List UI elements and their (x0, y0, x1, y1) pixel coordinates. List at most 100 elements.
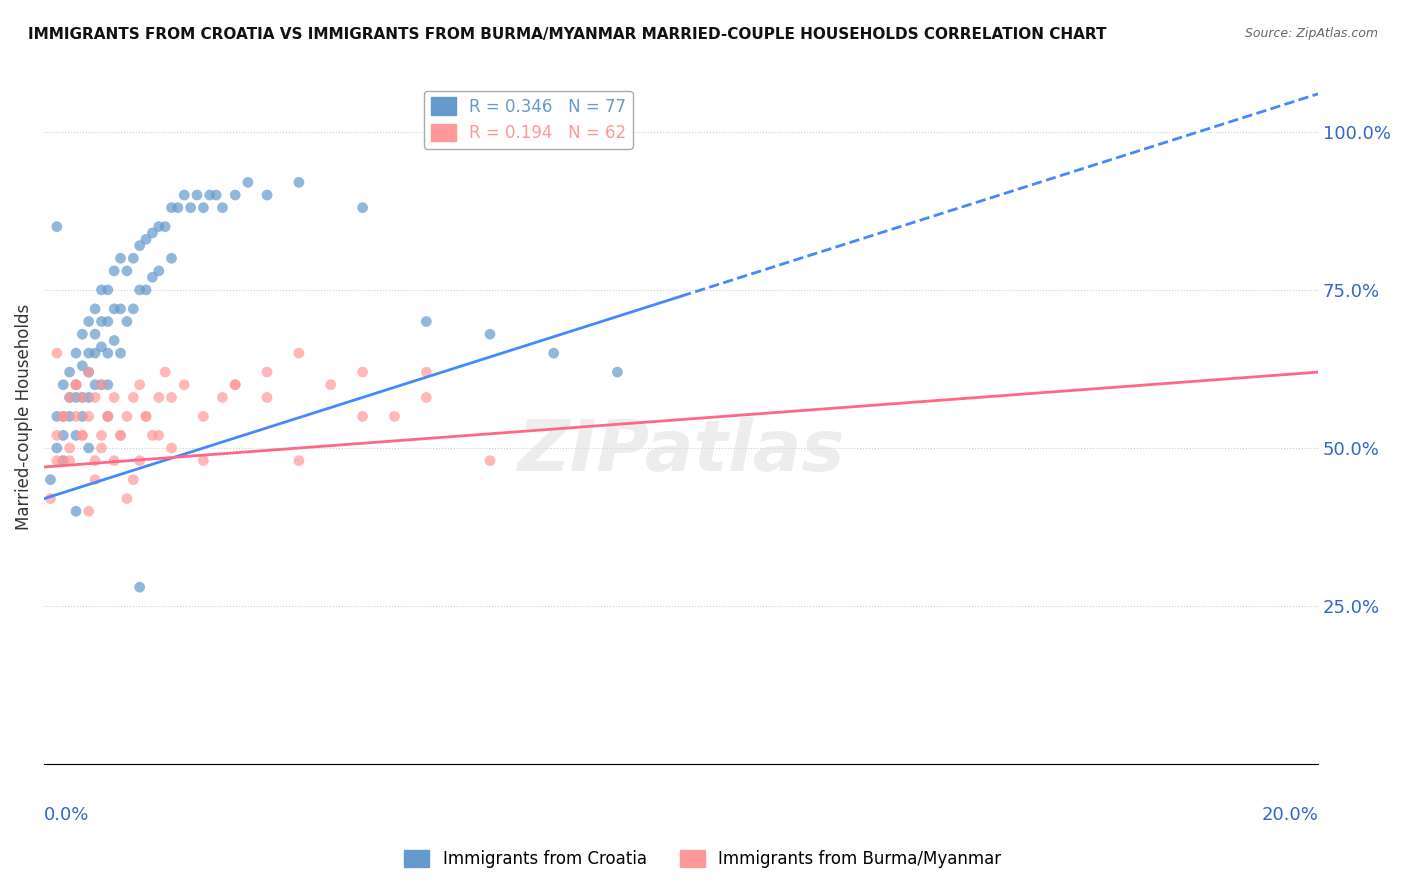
Point (160, 201, 183, 215)
Point (288, 453, 311, 467)
Point (211, 391, 233, 405)
Point (606, 365, 628, 379)
Point (415, 314, 437, 328)
Point (72, 359, 94, 373)
Point (97, 314, 120, 328)
Point (479, 453, 502, 467)
Point (110, 428, 132, 442)
Point (45, 428, 67, 442)
Point (84, 327, 107, 342)
Point (319, 377, 342, 392)
Point (77, 365, 100, 379)
Point (84, 377, 107, 392)
Point (224, 377, 246, 392)
Text: IMMIGRANTS FROM CROATIA VS IMMIGRANTS FROM BURMA/MYANMAR MARRIED-COUPLE HOUSEHOL: IMMIGRANTS FROM CROATIA VS IMMIGRANTS FR… (28, 27, 1107, 42)
Point (65, 391, 87, 405)
Point (84, 301, 107, 316)
Point (52, 377, 75, 392)
Point (135, 409, 157, 424)
Point (128, 580, 150, 594)
Point (39, 491, 62, 506)
Text: ZIPatlas: ZIPatlas (517, 417, 845, 485)
Point (211, 201, 233, 215)
Point (77, 391, 100, 405)
Point (65, 346, 87, 360)
Point (72, 327, 94, 342)
Point (77, 365, 100, 379)
Point (256, 188, 278, 202)
Point (122, 252, 145, 266)
Point (97, 346, 120, 360)
Point (58, 365, 80, 379)
Point (122, 391, 145, 405)
Point (58, 391, 80, 405)
Point (77, 314, 100, 328)
Point (167, 201, 190, 215)
Point (90, 377, 112, 392)
Point (115, 264, 138, 278)
Point (415, 391, 437, 405)
Point (58, 391, 80, 405)
Point (77, 504, 100, 518)
Point (72, 428, 94, 442)
Point (384, 409, 406, 424)
Point (103, 334, 125, 348)
Point (52, 409, 75, 424)
Point (110, 346, 132, 360)
Point (193, 409, 215, 424)
Point (141, 428, 163, 442)
Point (39, 473, 62, 487)
Point (128, 377, 150, 392)
Point (45, 219, 67, 234)
Point (193, 453, 215, 467)
Point (186, 188, 208, 202)
Point (193, 201, 215, 215)
Point (72, 391, 94, 405)
Point (135, 409, 157, 424)
Point (84, 473, 107, 487)
Point (84, 346, 107, 360)
Point (52, 409, 75, 424)
Point (45, 409, 67, 424)
Point (103, 453, 125, 467)
Point (90, 314, 112, 328)
Point (72, 391, 94, 405)
Point (103, 264, 125, 278)
Point (45, 453, 67, 467)
Point (205, 188, 228, 202)
Point (115, 314, 138, 328)
Point (135, 232, 157, 246)
Point (415, 365, 437, 379)
Point (58, 453, 80, 467)
Point (148, 428, 170, 442)
Point (110, 252, 132, 266)
Point (90, 340, 112, 354)
Point (52, 453, 75, 467)
Point (479, 327, 502, 342)
Point (65, 409, 87, 424)
Point (90, 428, 112, 442)
Legend: Immigrants from Croatia, Immigrants from Burma/Myanmar: Immigrants from Croatia, Immigrants from… (398, 843, 1008, 875)
Point (58, 409, 80, 424)
Point (110, 428, 132, 442)
Point (236, 175, 259, 189)
Point (97, 409, 120, 424)
Point (173, 377, 195, 392)
Point (90, 377, 112, 392)
Point (352, 201, 374, 215)
Text: Source: ZipAtlas.com: Source: ZipAtlas.com (1244, 27, 1378, 40)
Point (288, 175, 311, 189)
Point (180, 201, 202, 215)
Point (224, 377, 246, 392)
Point (45, 346, 67, 360)
Point (103, 301, 125, 316)
Point (90, 441, 112, 455)
Point (141, 270, 163, 285)
Point (148, 219, 170, 234)
Point (97, 409, 120, 424)
Point (352, 409, 374, 424)
Point (72, 409, 94, 424)
Point (65, 428, 87, 442)
Text: 20.0%: 20.0% (1261, 806, 1319, 824)
Point (160, 441, 183, 455)
